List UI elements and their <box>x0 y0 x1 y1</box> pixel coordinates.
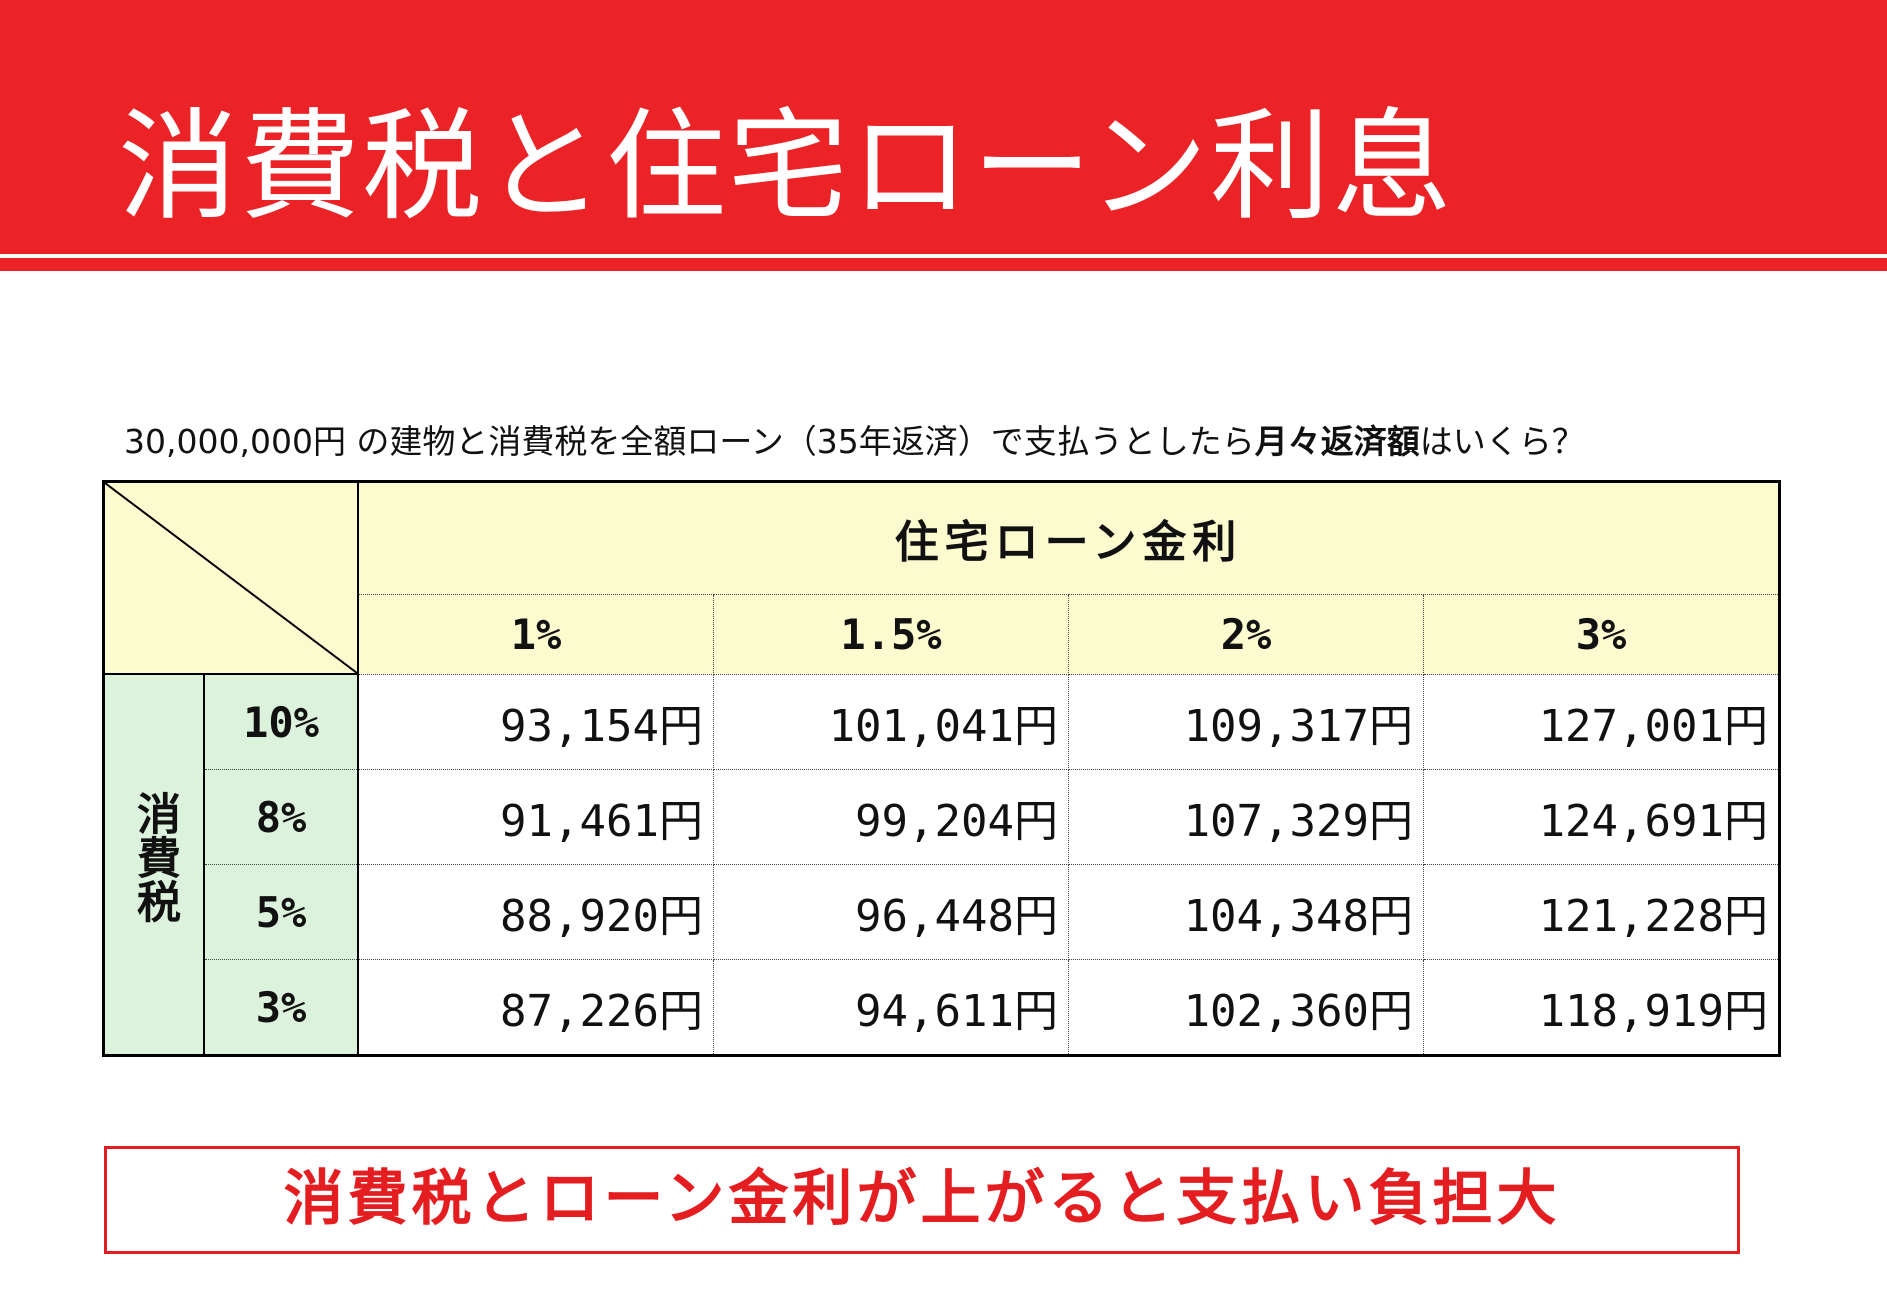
question-suffix: はいくら？ <box>1419 422 1585 461</box>
payment-cell: 107,329円 <box>1068 769 1424 865</box>
payment-table: 住宅ローン金利 1% 1.5% 2% 3% 消費税 10% 93,154円 10… <box>102 480 1781 1057</box>
tax-group-label-text: 消費税 <box>129 791 180 923</box>
payment-cell: 104,348円 <box>1068 864 1424 960</box>
payment-cell: 96,448円 <box>713 864 1069 960</box>
table-corner <box>103 481 359 675</box>
title-banner <box>0 0 1887 254</box>
banner-underline <box>0 258 1887 271</box>
payment-cell: 101,041円 <box>713 673 1069 770</box>
interest-rate-header: 住宅ローン金利 <box>357 481 1780 595</box>
payment-cell: 124,691円 <box>1423 769 1780 865</box>
tax-rate: 8% <box>203 769 359 865</box>
payment-cell: 88,920円 <box>357 864 714 960</box>
payment-cell: 127,001円 <box>1423 673 1780 770</box>
payment-cell: 87,226円 <box>357 959 714 1056</box>
tax-rate: 5% <box>203 864 359 960</box>
question-text: 30,000,000円 の建物と消費税を全額ローン（35年返済）で支払うとしたら… <box>124 420 1585 464</box>
page-title: 消費税と住宅ローン利息 <box>118 98 1454 237</box>
interest-rate-2: 1.5% <box>713 593 1069 675</box>
payment-cell: 109,317円 <box>1068 673 1424 770</box>
interest-rate-1: 1% <box>357 593 714 675</box>
payment-cell: 91,461円 <box>357 769 714 865</box>
question-prefix: 30,000,000円 の建物と消費税を全額ローン（35年返済）で支払うとしたら <box>124 422 1255 461</box>
question-emphasis: 月々返済額 <box>1254 422 1420 461</box>
payment-cell: 93,154円 <box>357 673 714 770</box>
interest-rate-4: 3% <box>1423 593 1780 675</box>
table-row: 5% 88,920円 96,448円 104,348円 121,228円 <box>104 864 1780 960</box>
table-row: 消費税 10% 93,154円 101,041円 109,317円 127,00… <box>103 673 1780 1056</box>
table-row: 3% 87,226円 94,611円 102,360円 118,919円 <box>104 959 1780 1056</box>
tax-rate: 10% <box>203 673 359 770</box>
table-row: 8% 91,461円 99,204円 107,329円 124,691円 <box>104 769 1780 865</box>
corner-diagonal <box>105 483 357 673</box>
payment-cell: 121,228円 <box>1423 864 1780 960</box>
tax-group-label: 消費税 <box>103 673 205 1056</box>
payment-cell: 99,204円 <box>713 769 1069 865</box>
payment-cell: 94,611円 <box>713 959 1069 1056</box>
conclusion-box: 消費税とローン金利が上がると支払い負担大 <box>104 1146 1740 1254</box>
payment-cell: 102,360円 <box>1068 959 1424 1056</box>
payment-cell: 118,919円 <box>1423 959 1780 1056</box>
interest-rate-3: 2% <box>1068 593 1424 675</box>
tax-rate: 3% <box>203 959 359 1056</box>
